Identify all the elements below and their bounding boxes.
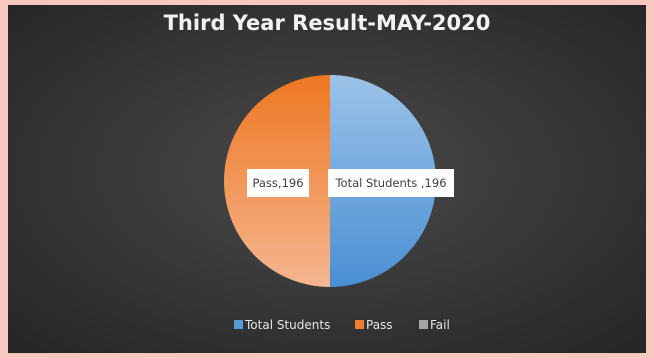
legend-item-pass: Pass [355, 318, 393, 332]
data-label-text: Pass,196 [252, 176, 303, 190]
legend-swatch-pass [355, 320, 364, 329]
legend: Total Students Pass Fail [234, 318, 450, 332]
data-label-box [247, 169, 309, 197]
pie-chart: Third Year Result-MAY-2020 Total Student… [8, 5, 646, 353]
chart-frame: Third Year Result-MAY-2020 Total Student… [8, 5, 646, 353]
data-label-pass: Pass,196 [247, 169, 309, 197]
data-label-total-students: Total Students ,196 [328, 169, 454, 197]
legend-label-total-students: Total Students [244, 318, 330, 332]
legend-label-fail: Fail [430, 318, 450, 332]
data-labels: Total Students ,196 Pass,196 [247, 169, 454, 197]
legend-item-total-students: Total Students [234, 318, 330, 332]
legend-item-fail: Fail [419, 318, 450, 332]
legend-label-pass: Pass [366, 318, 393, 332]
data-label-text: Total Students ,196 [334, 176, 446, 190]
legend-swatch-total-students [234, 320, 243, 329]
chart-title: Third Year Result-MAY-2020 [164, 11, 491, 35]
data-label-box [328, 169, 454, 197]
legend-swatch-fail [419, 320, 428, 329]
